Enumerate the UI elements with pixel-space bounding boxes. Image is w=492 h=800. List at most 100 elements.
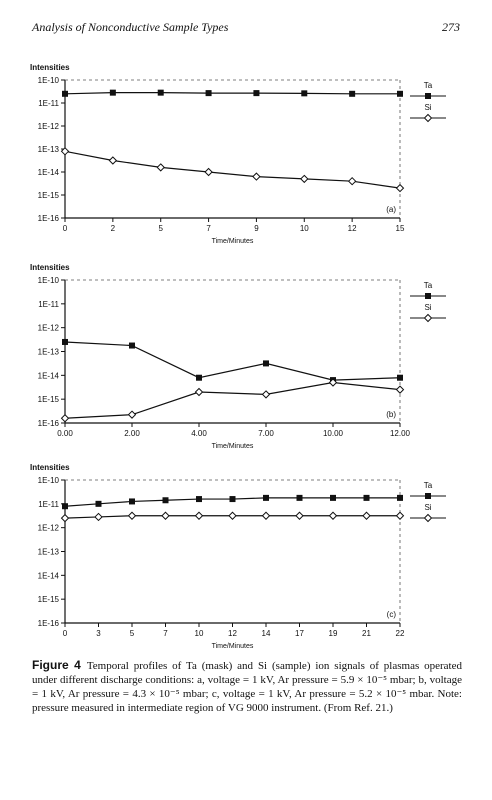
- x-tick-label: 0.00: [57, 429, 73, 438]
- data-point-ta: [196, 496, 202, 503]
- page-header: Analysis of Nonconductive Sample Types 2…: [32, 20, 460, 38]
- y-axis-label: Intensities: [30, 463, 70, 472]
- figure-caption: Figure 4 Temporal profiles of Ta (mask) a…: [32, 658, 462, 715]
- data-point-ta: [363, 494, 370, 501]
- legend-label-ta: Ta: [424, 81, 433, 90]
- panel-label: (a): [386, 205, 396, 214]
- chart-panel-b: Intensities 1E-10 1E-11 1E-12 1E-13 1E-14 1E-1…: [30, 260, 470, 455]
- x-axis-label: Time/Minutes: [212, 443, 254, 450]
- y-axis-label: Intensities: [30, 263, 70, 272]
- data-point-si: [252, 172, 261, 181]
- x-tick-label: 2.00: [124, 429, 140, 438]
- data-point-si: [395, 385, 405, 394]
- data-point-si: [60, 147, 70, 156]
- legend-label-ta: Ta: [424, 281, 433, 290]
- data-point-ta: [196, 374, 202, 381]
- y-tick-label: 1E-11: [38, 300, 59, 309]
- data-point-ta: [62, 90, 68, 97]
- panel-label: (b): [386, 410, 396, 419]
- y-tick-label: 1E-16: [38, 214, 60, 223]
- y-tick-label: 1E-15: [38, 191, 60, 200]
- data-point-si: [156, 163, 165, 172]
- data-point-ta: [95, 500, 102, 507]
- y-tick-label: 1E-13: [38, 348, 60, 357]
- data-point-si: [328, 511, 338, 520]
- figure-label: Figure 4: [32, 658, 81, 672]
- y-tick-label: 1E-11: [38, 99, 59, 108]
- data-point-ta: [62, 338, 68, 345]
- data-point-si: [161, 511, 170, 520]
- data-point-si: [127, 410, 137, 419]
- data-point-si: [108, 156, 118, 165]
- x-tick-label: 21: [362, 629, 371, 638]
- data-point-si: [94, 512, 103, 522]
- legend-label-ta: Ta: [424, 481, 433, 490]
- data-point-ta: [349, 90, 356, 97]
- x-tick-label: 5: [130, 629, 135, 638]
- data-point-si: [362, 511, 371, 520]
- x-tick-label: 14: [262, 629, 271, 638]
- data-point-ta: [397, 374, 403, 381]
- data-point-ta: [62, 503, 68, 510]
- y-axis-label: Intensities: [30, 63, 70, 72]
- series-line-ta: [64, 92, 400, 95]
- y-tick-label: 1E-15: [38, 395, 60, 404]
- data-point-ta: [330, 494, 336, 501]
- data-point-si: [194, 511, 204, 520]
- data-point-ta: [129, 342, 135, 349]
- data-point-ta: [129, 498, 135, 505]
- y-tick-label: 1E-10: [38, 476, 60, 485]
- y-tick-label: 1E-14: [38, 371, 60, 380]
- data-point-si: [395, 183, 405, 193]
- series-line-ta: [64, 341, 401, 381]
- y-tick-label: 1E-16: [38, 419, 60, 428]
- x-tick-label: 7.00: [258, 429, 274, 438]
- x-tick-label: 12.00: [390, 429, 411, 438]
- x-tick-label: 10: [300, 224, 309, 233]
- y-tick-label: 1E-14: [38, 571, 60, 580]
- data-point-ta: [301, 90, 308, 97]
- data-point-si: [204, 167, 213, 177]
- x-tick-label: 7: [163, 629, 168, 638]
- legend-marker-si: [423, 313, 433, 323]
- data-point-si: [60, 414, 70, 423]
- x-axis-label: Time/Minutes: [212, 643, 254, 650]
- data-point-ta: [397, 494, 403, 501]
- data-point-si: [347, 176, 357, 186]
- x-tick-label: 0: [63, 629, 68, 638]
- data-point-si: [395, 511, 405, 520]
- y-tick-label: 1E-12: [38, 122, 60, 131]
- y-tick-label: 1E-14: [38, 168, 60, 177]
- caption-text: Temporal profiles of Ta (mask) and Si (s…: [32, 660, 462, 714]
- x-tick-label: 12: [228, 629, 237, 638]
- data-point-ta: [296, 494, 303, 501]
- x-tick-label: 22: [396, 629, 405, 638]
- data-point-ta: [253, 90, 260, 97]
- chart-panel-a: Intensities 1E-10 1E-11 1E-12 1E-13 1E-14 1E-1…: [30, 60, 470, 250]
- page-number: 273: [442, 20, 460, 34]
- x-tick-label: 17: [295, 629, 304, 638]
- data-point-si: [328, 378, 338, 387]
- x-tick-label: 4.00: [191, 429, 207, 438]
- data-point-ta: [109, 89, 116, 96]
- legend-marker-si: [423, 513, 433, 523]
- x-tick-label: 19: [329, 629, 338, 638]
- legend-marker-ta: [425, 93, 431, 99]
- data-point-ta: [157, 89, 164, 96]
- legend-marker-si: [423, 113, 433, 123]
- legend-label-si: Si: [424, 503, 431, 512]
- legend-marker-ta: [425, 493, 431, 499]
- y-tick-label: 1E-16: [38, 619, 60, 628]
- x-tick-label: 10.00: [323, 429, 344, 438]
- data-point-ta: [263, 494, 269, 501]
- data-point-ta: [162, 497, 169, 504]
- data-point-si: [300, 174, 309, 184]
- chart-c-svg: Intensities 1E-10 1E-11 1E-12 1E-13 1E-14 1E-1…: [30, 463, 446, 650]
- y-tick-label: 1E-11: [38, 500, 59, 509]
- x-tick-label: 9: [254, 224, 259, 233]
- y-tick-label: 1E-13: [38, 548, 60, 557]
- data-point-ta: [229, 496, 236, 503]
- y-tick-label: 1E-15: [38, 595, 60, 604]
- series-line-si: [64, 150, 401, 189]
- chart-b-svg: Intensities 1E-10 1E-11 1E-12 1E-13 1E-14 1E-1…: [30, 263, 446, 450]
